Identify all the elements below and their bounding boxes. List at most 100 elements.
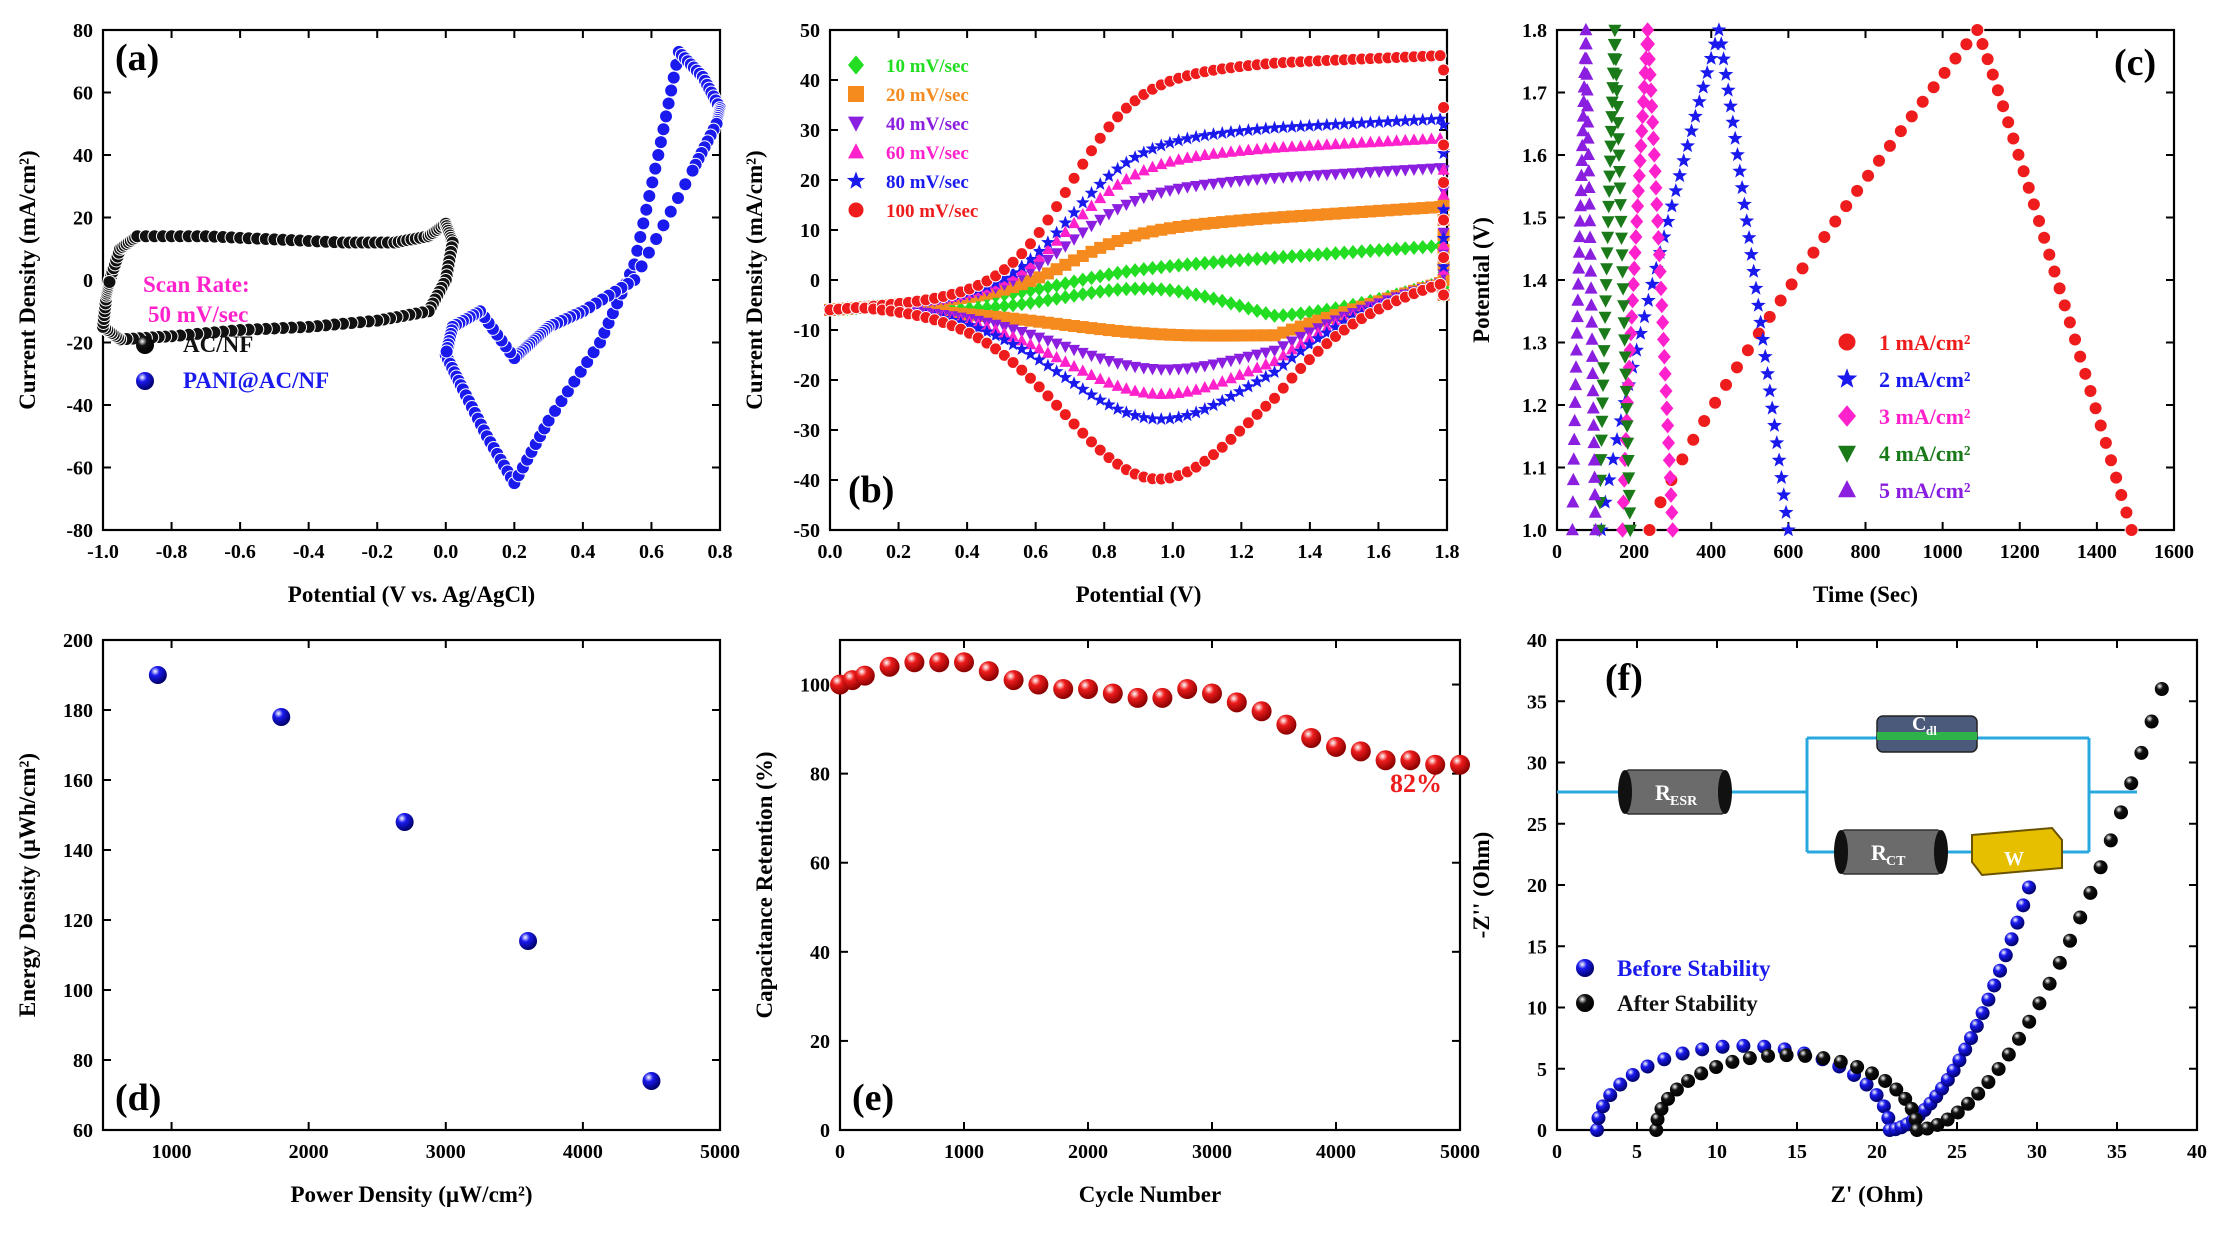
cv-point — [1068, 344, 1081, 357]
x-tick-label: 1600 — [2154, 541, 2194, 563]
gcd-point — [1597, 345, 1611, 358]
cv-point — [980, 324, 994, 338]
cv-point — [1285, 343, 1298, 355]
gcd-point — [1750, 297, 1766, 312]
y-tick-label: 5 — [1537, 1059, 1547, 1081]
cv-point — [1215, 393, 1230, 407]
cv-point — [1425, 132, 1438, 144]
gcd-point — [1582, 164, 1596, 177]
gcd-point — [1686, 432, 1701, 447]
cv-point — [1128, 94, 1142, 108]
nyquist-point — [1816, 1051, 1831, 1066]
cv-point — [1373, 135, 1386, 147]
gcd-point — [1729, 360, 1744, 375]
cv-point — [1416, 132, 1429, 145]
y-tick-label: 35 — [1527, 691, 1547, 713]
plot-frame — [101, 638, 722, 1132]
cv-point — [1224, 253, 1237, 269]
gcd-point — [1601, 472, 1617, 487]
gcd-point — [2001, 115, 2016, 130]
gcd-point — [1653, 495, 1668, 510]
cv-point — [1006, 265, 1020, 279]
cv-point — [548, 403, 563, 418]
cv-point — [1267, 365, 1282, 379]
nyquist-point — [1595, 1099, 1610, 1114]
cv-point — [1023, 237, 1037, 251]
cv-point — [1437, 288, 1451, 302]
gcd-point — [1602, 200, 1616, 214]
cv-point — [1355, 244, 1368, 259]
cv-point — [1014, 259, 1029, 273]
legend-label: 100 mV/sec — [886, 201, 978, 222]
nyquist-point — [1694, 1066, 1709, 1081]
gcd-point — [1603, 170, 1617, 183]
gcd-point — [1713, 36, 1729, 51]
x-tick-label: 200 — [1619, 541, 1649, 563]
cv-point — [1076, 272, 1089, 287]
gcd-point — [2068, 332, 2083, 347]
nyquist-point — [1981, 1075, 1996, 1090]
cv-point — [1251, 174, 1264, 186]
panel-e: 0 1000 2000 3000 4000 5000 0 20 40 60 80 100 Cycle N… — [752, 638, 1480, 1207]
cv-point — [1277, 341, 1290, 353]
legend-label: 20 mV/sec — [886, 85, 969, 106]
y-tick-label: 25 — [1527, 814, 1547, 836]
nyquist-point — [1603, 1088, 1618, 1103]
gcd-point — [1583, 230, 1597, 243]
gcd-point — [1565, 522, 1579, 536]
nyquist-point — [2154, 682, 2169, 696]
gcd-point — [1628, 244, 1642, 261]
gcd-point — [1618, 334, 1632, 347]
cv-point — [1190, 149, 1203, 162]
cv-point — [659, 109, 674, 124]
cv-point — [1023, 347, 1038, 361]
rct-subscript: CT — [1886, 854, 1906, 869]
gcd-point — [1795, 261, 1810, 276]
cv-point — [1416, 240, 1429, 255]
cv-point — [1232, 123, 1247, 137]
gcd-point — [1680, 138, 1696, 153]
retention-point — [854, 665, 875, 686]
nyquist-point — [1779, 1048, 1794, 1063]
cv-point — [1259, 399, 1273, 413]
series-5 — [823, 49, 1451, 486]
gcd-point — [1753, 314, 1769, 329]
legend-label: 2 mA/cm² — [1879, 367, 1971, 392]
cv-point — [1399, 165, 1412, 177]
gcd-point — [1882, 138, 1897, 153]
y-tick-label: -60 — [66, 458, 93, 480]
nyquist-point — [2114, 805, 2128, 820]
retention-point — [1450, 754, 1470, 775]
cv-point — [1068, 288, 1081, 303]
gcd-point — [1620, 420, 1634, 433]
nyquist-point — [1940, 1112, 1955, 1127]
gcd-point — [1609, 432, 1625, 447]
legend-marker — [846, 171, 866, 189]
cv-point — [1172, 183, 1185, 196]
nyquist-point — [1969, 1018, 1984, 1033]
retention-point — [1375, 750, 1396, 771]
cv-point — [1258, 121, 1273, 135]
cv-point — [1068, 216, 1081, 229]
nyquist-point — [2124, 776, 2139, 791]
cv-point — [1181, 182, 1194, 194]
resr-resistor-cap — [1718, 770, 1732, 814]
cv-point — [1328, 117, 1343, 131]
cv-point — [1224, 296, 1237, 311]
gcd-point — [1647, 147, 1661, 163]
cv-point — [1129, 263, 1142, 278]
cv-point — [554, 394, 569, 409]
gcd-point — [1665, 504, 1679, 521]
gcd-point — [1634, 138, 1648, 154]
cv-point — [656, 122, 671, 137]
cv-point — [633, 230, 648, 245]
cv-point — [1302, 337, 1317, 351]
cv-point — [1390, 165, 1403, 178]
y-tick-label: -50 — [793, 520, 820, 542]
gcd-point — [1575, 138, 1589, 152]
gcd-point — [1774, 469, 1789, 484]
cv-point — [1033, 260, 1046, 273]
gcd-point — [1601, 231, 1615, 245]
y-tick-label: 0 — [83, 270, 93, 292]
